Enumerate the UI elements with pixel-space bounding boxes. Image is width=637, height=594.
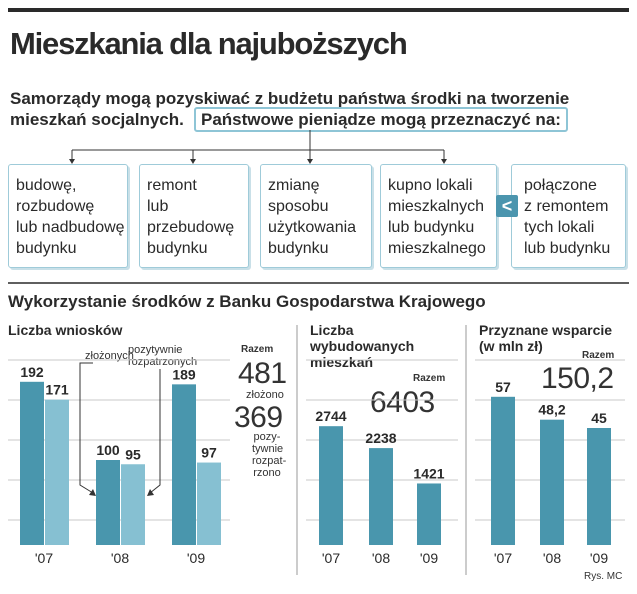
purpose-line: mieszkalnych (388, 198, 485, 215)
data-label: 192 (20, 364, 44, 380)
purpose-line: lub nadbudowę (16, 219, 125, 236)
purpose-line: budowę, (16, 177, 77, 194)
intro-line-1: Samorządy mogą pozyskiwać z budżetu pańs… (10, 89, 570, 108)
bar-support (587, 428, 611, 545)
bar-positive (121, 464, 145, 545)
x-tick-label: '09 (187, 550, 205, 566)
annotation-arrow (149, 369, 161, 494)
x-tick-label: '07 (35, 550, 53, 566)
data-label: 171 (45, 382, 69, 398)
data-label: 45 (591, 410, 607, 426)
bar-support (491, 396, 515, 545)
purpose-line: tych lokali (524, 219, 595, 236)
bar-built (417, 483, 441, 545)
positive-label-line: rzono (253, 467, 281, 479)
purpose-line: połączone (524, 177, 597, 194)
positive-label-line: pozy- (253, 431, 281, 443)
bar-positive (197, 462, 221, 545)
x-tick-label: '08 (111, 550, 129, 566)
chevron-left-icon: < (496, 195, 518, 217)
top-rule (8, 8, 629, 12)
intro-highlight: Państwowe pieniądze mogą przeznaczyć na: (194, 107, 568, 132)
purpose-line: budynku (268, 240, 329, 257)
data-label: 48,2 (538, 402, 565, 418)
purpose-line: zmianę (268, 177, 320, 194)
chart2-title-line: wybudowanych (310, 338, 415, 354)
annotation-arrowhead (89, 489, 96, 496)
purpose-line: remont (147, 177, 197, 194)
chart3-title-line: (w mln zł) (479, 338, 543, 354)
purpose-line: z remontem (524, 198, 609, 215)
data-label: 1421 (413, 465, 444, 481)
credit: Rys. MC (584, 571, 623, 582)
chart1-legend-positive-1: pozytywnie (128, 344, 183, 356)
data-label: 2744 (315, 408, 346, 424)
annotation-arrowhead (147, 489, 154, 496)
section-title: Wykorzystanie środków z Banku Gospodarst… (8, 292, 486, 311)
positive-label-line: tywnie (252, 443, 284, 455)
chart2-title-line: mieszkań (310, 354, 374, 370)
data-label: 95 (125, 446, 141, 462)
bar-built (319, 426, 343, 545)
chart2-total-label: Razem (413, 373, 446, 384)
bar-submitted (172, 384, 196, 545)
purpose-line: lub budynku (388, 219, 475, 236)
x-tick-label: '07 (322, 550, 340, 566)
purpose-line: rozbudowę (16, 198, 95, 215)
data-label: 2238 (365, 430, 396, 446)
chart3-title-line: Przyznane wsparcie (479, 322, 613, 338)
purpose-line: lub (147, 198, 169, 215)
chart2-title: Liczba wybudowanych mieszkań (310, 322, 414, 370)
x-tick-label: '08 (372, 550, 390, 566)
intro-line-2: mieszkań socjalnych. (10, 110, 184, 129)
bar-submitted (96, 460, 120, 545)
x-tick-label: '09 (590, 550, 608, 566)
x-tick-label: '07 (494, 550, 512, 566)
purpose-line: budynku (147, 240, 208, 257)
purpose-line: użytkowania (268, 219, 357, 236)
purpose-line: przebudowę (147, 219, 235, 236)
data-label: 100 (96, 442, 120, 458)
data-label: 57 (495, 379, 511, 395)
bar-positive (45, 399, 69, 545)
purpose-line: lub budynku (524, 240, 611, 257)
intro-text: Samorządy mogą pozyskiwać z budżetu pańs… (10, 88, 569, 130)
purpose-box-renovate: remont lub przebudowę budynku (139, 164, 249, 268)
x-tick-label: '09 (420, 550, 438, 566)
chart3-total-value: 150,2 (541, 362, 614, 395)
bar-support (540, 419, 564, 545)
bar-submitted (20, 381, 44, 545)
chart2-title-line: Liczba (310, 322, 354, 338)
purpose-line: sposobu (268, 198, 329, 215)
chart3-total-label: Razem (582, 350, 615, 361)
chart1-total-positive-label: pozy- tywnie rozpat- rzono (252, 431, 287, 479)
chart1-title: Liczba wniosków (8, 322, 123, 338)
chart1-legend-positive-2: rozpatrzonych (128, 356, 198, 368)
bar-built (369, 448, 393, 545)
data-label: 189 (172, 366, 196, 382)
purpose-line: mieszkalnego (388, 240, 486, 257)
chart1-total-submitted: 481 (238, 357, 287, 390)
purpose-box-combined: połączone z remontem tych lokali lub bud… (511, 164, 626, 268)
positive-label-line: rozpat- (252, 455, 287, 467)
chart1-total-label: Razem (241, 344, 274, 355)
chart3-title: Przyznane wsparcie (w mln zł) (479, 322, 612, 354)
annotation-arrow (79, 362, 94, 494)
chart1-legend-submitted: złożonych (85, 350, 134, 362)
chart1-total-positive: 369 (234, 401, 283, 434)
purpose-line: kupno lokali (388, 177, 473, 194)
x-tick-label: '08 (543, 550, 561, 566)
purpose-line: budynku (16, 240, 77, 257)
purpose-box-build: budowę, rozbudowę lub nadbudowę budynku (8, 164, 128, 268)
data-label: 97 (201, 445, 217, 461)
chart2-total-value: 6403 (370, 386, 435, 419)
chart1-total-submitted-label: złożono (246, 389, 284, 401)
purpose-box-change-use: zmianę sposobu użytkowania budynku (260, 164, 372, 268)
page-title: Mieszkania dla najuboższych (10, 26, 408, 61)
